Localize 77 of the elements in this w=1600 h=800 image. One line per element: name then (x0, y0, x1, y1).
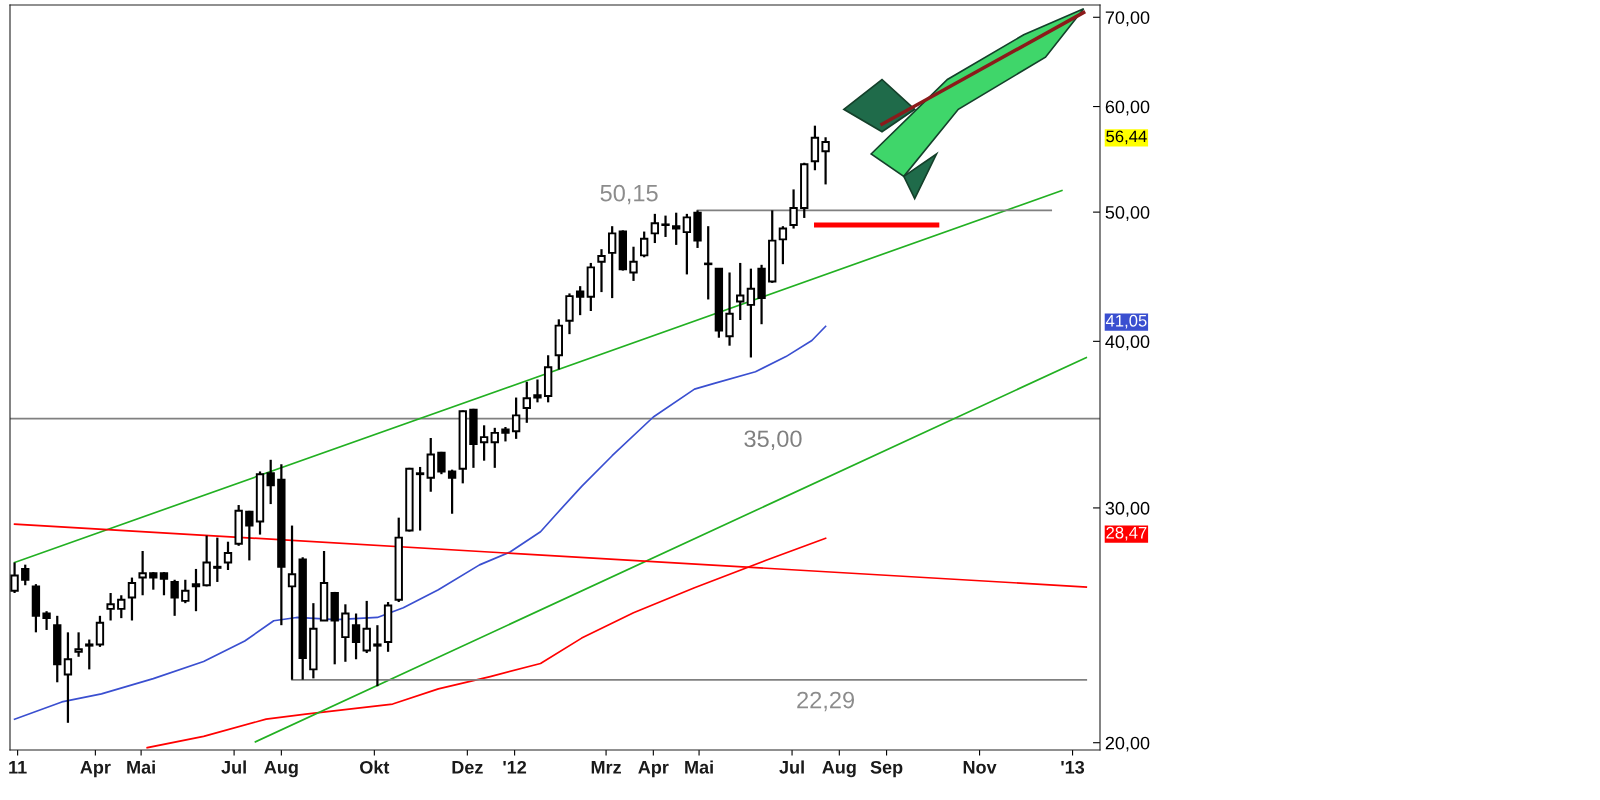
candlestick (821, 136, 830, 186)
candlestick (426, 436, 435, 493)
candlestick (629, 245, 638, 283)
x-tick-label: '12 (503, 760, 527, 774)
candlestick (575, 285, 585, 317)
candlestick (746, 267, 756, 359)
candlestick (362, 599, 371, 655)
x-tick-label: Nov (963, 761, 997, 774)
candlestick (181, 578, 190, 605)
candlestick (479, 424, 489, 462)
candlestick (106, 591, 115, 622)
text: 41,05 (1105, 314, 1147, 329)
candlestick (202, 534, 211, 588)
x-tick-label: Mrz (591, 761, 621, 774)
candlestick (42, 610, 51, 632)
x-tick-label: Apr (638, 761, 669, 778)
candlestick (533, 378, 542, 404)
x-tick-label: Mai (685, 760, 713, 774)
x-tick-label: '13 (1061, 760, 1085, 774)
candlestick (725, 271, 734, 347)
x-tick-label: Jul (779, 760, 804, 774)
candlestick (490, 426, 499, 469)
candlestick (138, 549, 147, 597)
candlestick (810, 124, 820, 172)
x-tick-label: Mai (127, 760, 155, 774)
candlestick (415, 465, 425, 532)
text: 56,44 (1106, 130, 1147, 145)
candlestick (117, 594, 126, 620)
candlestick (191, 567, 201, 613)
candlestick (170, 578, 179, 617)
candlestick (597, 248, 606, 294)
candlestick (341, 603, 350, 663)
candlestick (373, 624, 382, 688)
y-tick-label: 20,00 (1105, 736, 1150, 752)
candlestick (95, 614, 105, 648)
candlestick (672, 211, 681, 246)
y-tick-label: 50,00 (1105, 206, 1150, 221)
candlestick (511, 396, 521, 440)
x-tick-label: Apr (80, 761, 111, 778)
candlestick (159, 571, 169, 597)
candlestick (63, 631, 73, 724)
y-tick-label: 30,00 (1105, 501, 1150, 517)
candlestick (789, 188, 798, 230)
candlestick (650, 212, 660, 245)
candlestick (778, 225, 788, 266)
y-tick-label: 40,00 (1105, 335, 1150, 351)
candlestick (682, 212, 692, 276)
ref-line-label: 35,00 (744, 430, 802, 450)
candlestick (223, 540, 233, 572)
candlestick (608, 225, 617, 300)
x-tick-label: Aug (822, 761, 856, 778)
candlestick (661, 214, 670, 239)
candlestick (287, 524, 297, 681)
candlestick (522, 380, 531, 424)
candlestick (351, 612, 361, 661)
candlestick (640, 230, 649, 259)
candlestick (10, 561, 19, 595)
annotation: 22,29 (797, 691, 855, 712)
x-tick-label: Jul (221, 760, 246, 774)
text: 28,47 (1106, 526, 1147, 541)
candlestick (447, 468, 457, 515)
annotation: 50,15 (600, 184, 658, 205)
x-tick-label: Dez (452, 761, 483, 774)
candlestick (266, 458, 275, 506)
candlestick (21, 563, 30, 587)
x-tick-label: 11 (9, 761, 27, 774)
x-tick-label: Okt (360, 760, 390, 774)
candlestick (85, 638, 94, 671)
candlestick (127, 576, 137, 622)
candlestick (74, 631, 83, 658)
candlestick (736, 261, 745, 322)
y-tick-label: 60,00 (1105, 100, 1150, 116)
x-tick-label: Sep (870, 760, 903, 778)
x-tick-label: Aug (264, 761, 298, 778)
y-tick-label: 70,00 (1105, 11, 1150, 27)
candlestick (245, 509, 254, 562)
candlestick (213, 536, 222, 584)
